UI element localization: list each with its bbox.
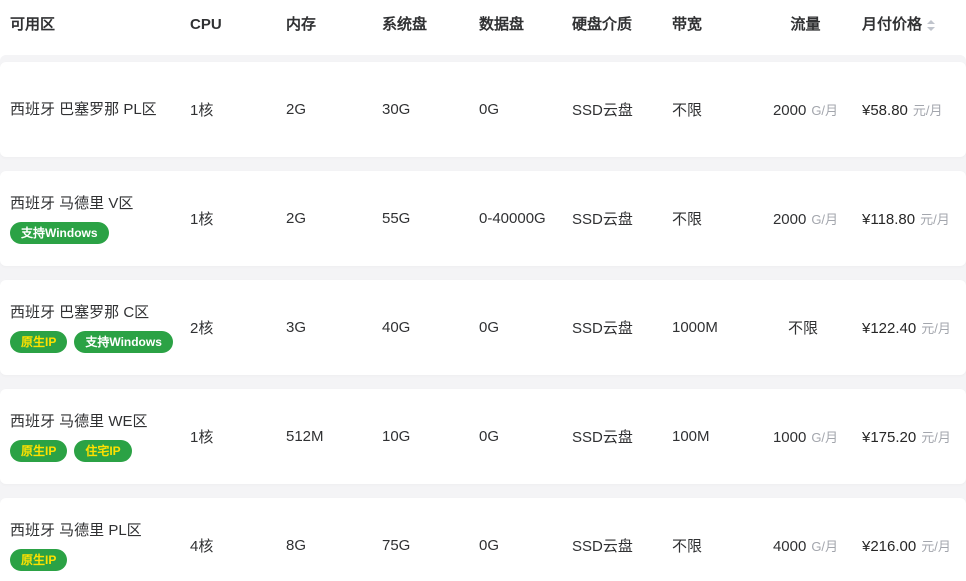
memory-cell: 3G <box>286 319 307 336</box>
zone-tags: 原生IP 支持Windows <box>10 331 190 353</box>
col-header-bandwidth: 带宽 <box>672 16 703 33</box>
cpu-cell: 1核 <box>190 102 214 119</box>
price-unit: 元/月 <box>921 321 951 336</box>
traffic-unit: G/月 <box>811 103 839 118</box>
traffic-unit: G/月 <box>811 539 839 554</box>
price-value: ¥175.20 <box>862 429 917 446</box>
bandwidth-cell: 不限 <box>672 211 703 228</box>
zone-name: 西班牙 马德里 WE区 <box>10 413 148 430</box>
zone-cell: 西班牙 马德里 WE区 原生IP 住宅IP <box>0 411 190 462</box>
price-unit: 元/月 <box>920 212 950 227</box>
traffic-value: 1000 <box>772 429 807 446</box>
price-value: ¥58.80 <box>862 102 908 119</box>
zone-tags: 支持Windows <box>10 222 190 244</box>
system-disk-cell: 55G <box>382 210 411 227</box>
data-disk-cell: 0G <box>479 537 500 554</box>
disk-media-cell: SSD云盘 <box>572 211 633 228</box>
disk-media-cell: SSD云盘 <box>572 538 633 555</box>
price-cell: ¥122.40 元/月 <box>858 318 966 337</box>
col-header-cpu: CPU <box>190 16 222 33</box>
cpu-cell: 4核 <box>190 538 214 555</box>
disk-media-cell: SSD云盘 <box>572 320 633 337</box>
zone-name: 西班牙 马德里 PL区 <box>10 522 142 539</box>
row-list: 西班牙 巴塞罗那 PL区 1核 2G 30G 0G SSD云盘 不限 2000 G… <box>0 55 966 581</box>
zone-tag: 支持Windows <box>10 222 109 244</box>
memory-cell: 2G <box>286 210 307 227</box>
col-header-memory: 内存 <box>286 16 317 33</box>
zone-tag: 住宅IP <box>74 440 132 462</box>
system-disk-cell: 75G <box>382 537 411 554</box>
zone-tag: 原生IP <box>10 440 68 462</box>
memory-cell: 8G <box>286 537 307 554</box>
col-header-zone: 可用区 <box>10 16 56 33</box>
traffic-value: 2000 <box>772 102 807 119</box>
memory-cell: 2G <box>286 101 307 118</box>
traffic-value: 不限 <box>787 320 818 337</box>
system-disk-cell: 10G <box>382 428 411 445</box>
traffic-value: 2000 <box>772 211 807 228</box>
col-header-system-disk: 系统盘 <box>382 16 428 33</box>
caret-up-down-icon[interactable] <box>927 19 936 31</box>
zone-tag: 原生IP <box>10 331 68 353</box>
col-header-price[interactable]: 月付价格 <box>858 15 966 35</box>
cpu-cell: 2核 <box>190 320 214 337</box>
traffic-cell: 2000 G/月 <box>753 209 858 228</box>
system-disk-cell: 30G <box>382 101 411 118</box>
zone-tag: 原生IP <box>10 549 68 571</box>
price-cell: ¥175.20 元/月 <box>858 427 966 446</box>
zone-tags: 原生IP <box>10 549 190 571</box>
price-value: ¥216.00 <box>862 538 917 555</box>
cpu-cell: 1核 <box>190 211 214 228</box>
table-row[interactable]: 西班牙 马德里 V区 支持Windows 1核 2G 55G 0-40000G … <box>0 171 966 266</box>
bandwidth-cell: 不限 <box>672 538 703 555</box>
traffic-unit: G/月 <box>811 212 839 227</box>
traffic-unit: G/月 <box>811 430 839 445</box>
price-cell: ¥216.00 元/月 <box>858 536 966 555</box>
data-disk-cell: 0-40000G <box>479 210 546 227</box>
traffic-cell: 不限 <box>753 317 858 338</box>
price-unit: 元/月 <box>921 430 951 445</box>
zone-tags: 原生IP 住宅IP <box>10 440 190 462</box>
table-row[interactable]: 西班牙 马德里 PL区 原生IP 4核 8G 75G 0G SSD云盘 不限 4… <box>0 498 966 581</box>
data-disk-cell: 0G <box>479 319 500 336</box>
bandwidth-cell: 1000M <box>672 319 718 336</box>
data-disk-cell: 0G <box>479 101 500 118</box>
bandwidth-cell: 不限 <box>672 102 703 119</box>
price-cell: ¥58.80 元/月 <box>858 100 966 119</box>
table-header: 可用区 CPU 内存 系统盘 数据盘 硬盘介质 带宽 流量 月付价格 <box>0 0 966 55</box>
traffic-cell: 1000 G/月 <box>753 427 858 446</box>
zone-name: 西班牙 巴塞罗那 C区 <box>10 304 150 321</box>
system-disk-cell: 40G <box>382 319 411 336</box>
price-unit: 元/月 <box>921 539 951 554</box>
cpu-cell: 1核 <box>190 429 214 446</box>
data-disk-cell: 0G <box>479 428 500 445</box>
table-row[interactable]: 西班牙 巴塞罗那 C区 原生IP 支持Windows 2核 3G 40G 0G S… <box>0 280 966 375</box>
col-header-data-disk: 数据盘 <box>479 16 525 33</box>
disk-media-cell: SSD云盘 <box>572 102 633 119</box>
price-value: ¥118.80 <box>862 211 916 228</box>
price-value: ¥122.40 <box>862 320 917 337</box>
zone-cell: 西班牙 巴塞罗那 C区 原生IP 支持Windows <box>0 302 190 353</box>
zone-name: 西班牙 巴塞罗那 PL区 <box>10 101 157 118</box>
price-header-label: 月付价格 <box>862 16 923 33</box>
traffic-cell: 2000 G/月 <box>753 100 858 119</box>
table-row[interactable]: 西班牙 巴塞罗那 PL区 1核 2G 30G 0G SSD云盘 不限 2000 G… <box>0 62 966 157</box>
disk-media-cell: SSD云盘 <box>572 429 633 446</box>
zone-cell: 西班牙 马德里 PL区 原生IP <box>0 520 190 571</box>
zone-name: 西班牙 马德里 V区 <box>10 195 134 212</box>
bandwidth-cell: 100M <box>672 428 710 445</box>
zone-cell: 西班牙 巴塞罗那 PL区 <box>0 99 190 120</box>
traffic-value: 4000 <box>772 538 807 555</box>
zone-tag: 支持Windows <box>74 331 173 353</box>
col-header-disk-media: 硬盘介质 <box>572 16 633 33</box>
price-unit: 元/月 <box>912 103 943 118</box>
traffic-cell: 4000 G/月 <box>753 536 858 555</box>
table-row[interactable]: 西班牙 马德里 WE区 原生IP 住宅IP 1核 512M 10G 0G SSD云… <box>0 389 966 484</box>
memory-cell: 512M <box>286 428 324 445</box>
zone-cell: 西班牙 马德里 V区 支持Windows <box>0 193 190 244</box>
col-header-traffic: 流量 <box>790 16 821 33</box>
price-cell: ¥118.80 元/月 <box>858 209 966 228</box>
